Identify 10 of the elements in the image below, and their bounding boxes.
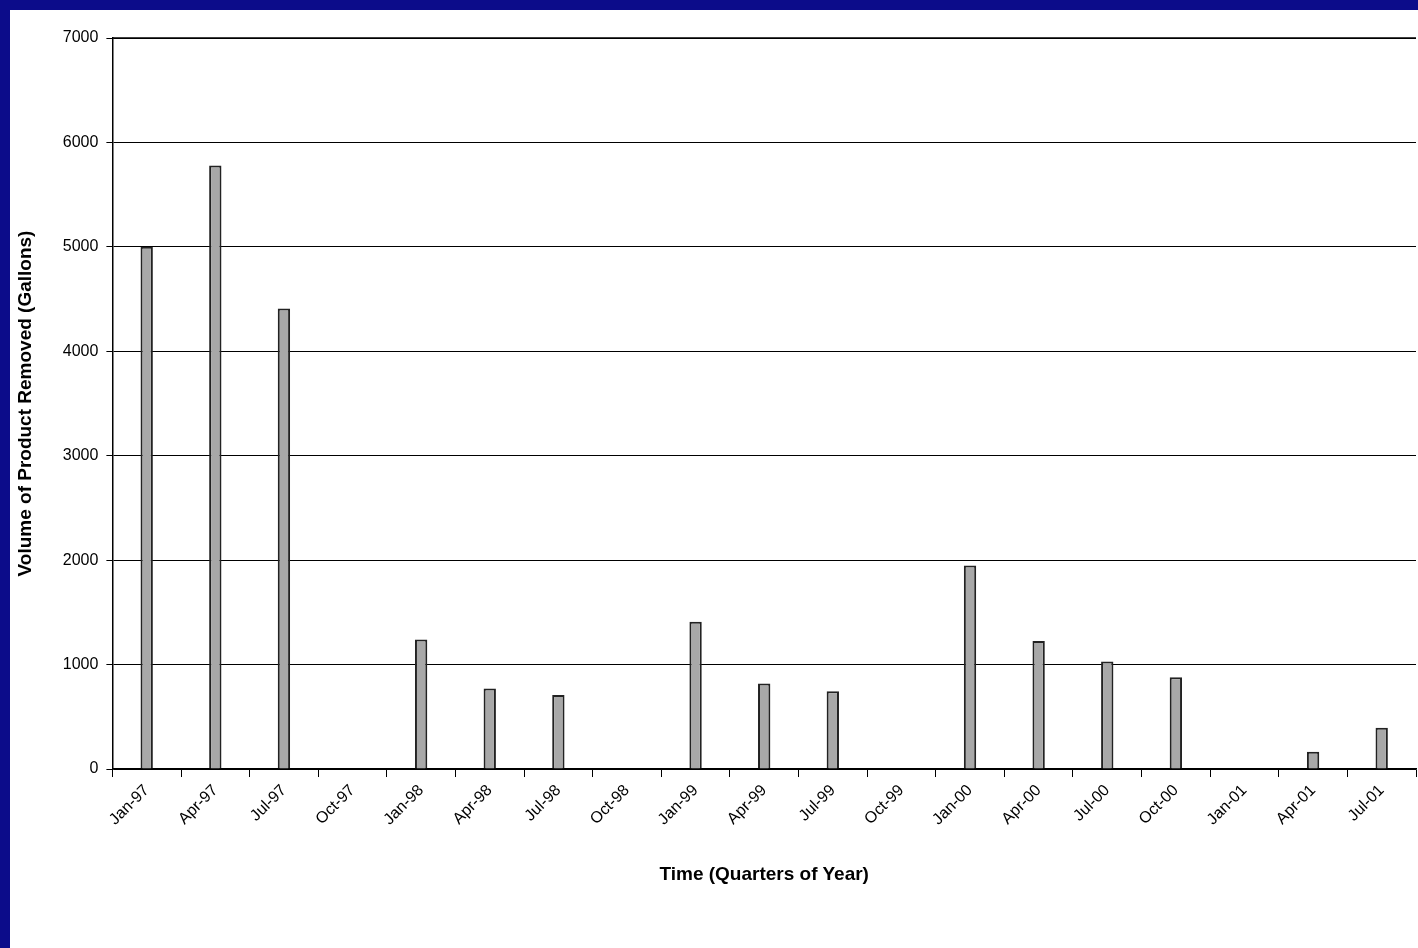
y-tick-label: 3000 [62, 446, 99, 464]
y-tick-label: 1000 [62, 655, 99, 672]
y-tick-label: 0 [89, 759, 99, 777]
y-tick-label: 4000 [62, 341, 99, 359]
x-axis-title: Time (Quarters of Year) [659, 862, 869, 884]
y-tick-label: 6000 [62, 132, 99, 150]
y-tick-label: 2000 [62, 550, 99, 568]
y-tick-label: 7000 [62, 28, 99, 46]
y-tick-label: 5000 [62, 237, 99, 255]
y-axis-title: Volume of Product Removed (Gallons) [13, 230, 35, 577]
